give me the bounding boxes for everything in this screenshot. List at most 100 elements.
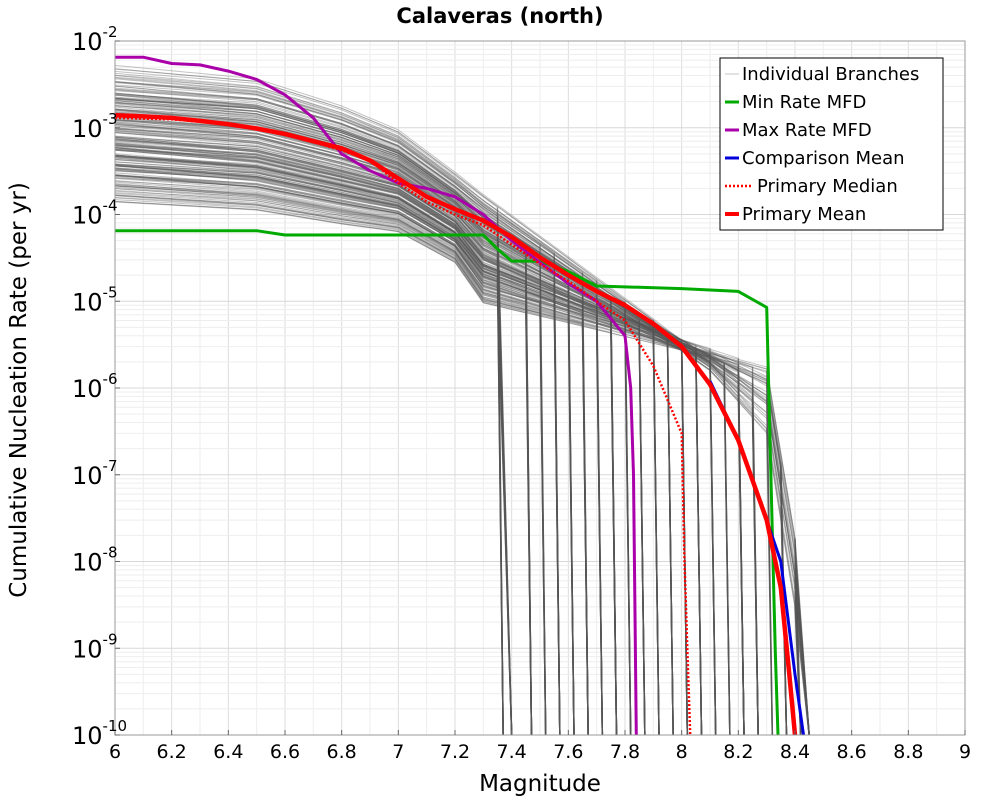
branch-line (114, 137, 575, 736)
branch-line (114, 186, 802, 736)
branch-line (114, 149, 646, 736)
branch-drop (638, 320, 646, 736)
branch-line (114, 143, 561, 736)
branch-line (114, 85, 702, 736)
x-tick-label: 8.8 (893, 741, 923, 763)
branch-drop (680, 342, 689, 736)
x-tick-label: 9 (959, 741, 971, 763)
branch-line (114, 169, 646, 736)
branch-line (114, 108, 646, 736)
x-tick-label: 6 (109, 741, 121, 763)
branch-line (114, 201, 532, 736)
branch-line (114, 167, 589, 736)
branch-line (114, 138, 660, 736)
branch-line (114, 174, 674, 736)
branch-line (114, 170, 589, 736)
branch-line (114, 163, 513, 736)
branch-line (114, 135, 561, 736)
branch-line (114, 78, 632, 736)
x-tick-label: 6.6 (270, 741, 300, 763)
branch-drop (652, 326, 660, 736)
branch-line (114, 164, 504, 736)
branch-line (114, 165, 646, 736)
y-tick-label: 10-9 (72, 630, 118, 663)
branch-drop (595, 313, 604, 736)
branch-line (114, 188, 810, 736)
branch-line (114, 156, 717, 736)
branch-line (114, 177, 810, 736)
branch-line (114, 184, 802, 736)
x-tick-label: 8.6 (837, 741, 867, 763)
legend-label: Primary Median (757, 176, 898, 197)
y-tick-label: 10-8 (72, 544, 118, 577)
branch-line (114, 155, 688, 736)
branch-line (114, 138, 561, 736)
series-lines (114, 55, 805, 736)
branch-line (114, 165, 674, 736)
branch-line (114, 154, 688, 736)
branch-line (114, 101, 717, 736)
branch-line (114, 165, 646, 736)
y-tick-label: 10-3 (72, 110, 118, 143)
branch-line (114, 128, 810, 736)
branch-line (114, 147, 674, 736)
branch-line (114, 138, 561, 736)
branch-line (114, 147, 759, 736)
series-primary-mean (114, 112, 798, 736)
branch-line (114, 142, 745, 736)
x-tick-label: 7.8 (610, 741, 640, 763)
branch-line (114, 135, 504, 736)
branch-line (114, 169, 717, 736)
y-tick-label: 10-6 (72, 370, 118, 403)
branch-drop (666, 334, 674, 736)
branch-drop (765, 381, 774, 736)
branch-line (114, 172, 802, 736)
branch-drop (723, 376, 731, 736)
branch-line (114, 188, 532, 736)
branch-line (114, 64, 759, 736)
branch-line (114, 97, 731, 736)
branch-line (114, 155, 646, 736)
branch-line (114, 174, 632, 736)
branch-drop (525, 295, 533, 736)
branch-line (114, 195, 603, 736)
branch-line (114, 183, 513, 736)
x-axis-label: Magnitude (479, 771, 601, 797)
branch-line (114, 81, 547, 736)
branch-line (114, 120, 759, 736)
branch-line (114, 197, 603, 736)
branch-line (114, 125, 532, 736)
branch-line (114, 174, 532, 736)
branch-line (114, 163, 561, 736)
branch-line (114, 98, 759, 736)
branch-drop (794, 573, 810, 736)
branch-line (114, 147, 603, 736)
branch-line (114, 139, 513, 736)
branch-line (114, 161, 513, 736)
y-tick-label: 10-2 (72, 23, 118, 56)
branch-line (114, 175, 547, 736)
branch-line (114, 194, 547, 736)
branch-line (114, 168, 575, 736)
x-tick-label: 8.4 (780, 741, 810, 763)
branch-line (114, 178, 589, 736)
branch-line (114, 122, 632, 736)
branch-line (114, 154, 561, 736)
branch-line (114, 165, 561, 736)
branch-line (114, 189, 575, 736)
branch-line (114, 147, 787, 736)
branch-drop (496, 275, 504, 736)
branch-line (114, 121, 532, 736)
branch-line (114, 96, 717, 736)
branch-line (114, 142, 660, 736)
y-tick-label: 10-4 (72, 197, 118, 230)
branch-line (114, 181, 547, 736)
legend: Individual Branches Min Rate MFD Max Rate … (719, 57, 944, 231)
branch-line (114, 153, 745, 736)
x-tick-label: 7.6 (553, 741, 583, 763)
branch-line (114, 139, 745, 736)
y-tick-label: 10-10 (72, 717, 127, 750)
branch-line (114, 92, 504, 736)
branch-drop (624, 331, 632, 736)
branch-line (114, 157, 603, 736)
